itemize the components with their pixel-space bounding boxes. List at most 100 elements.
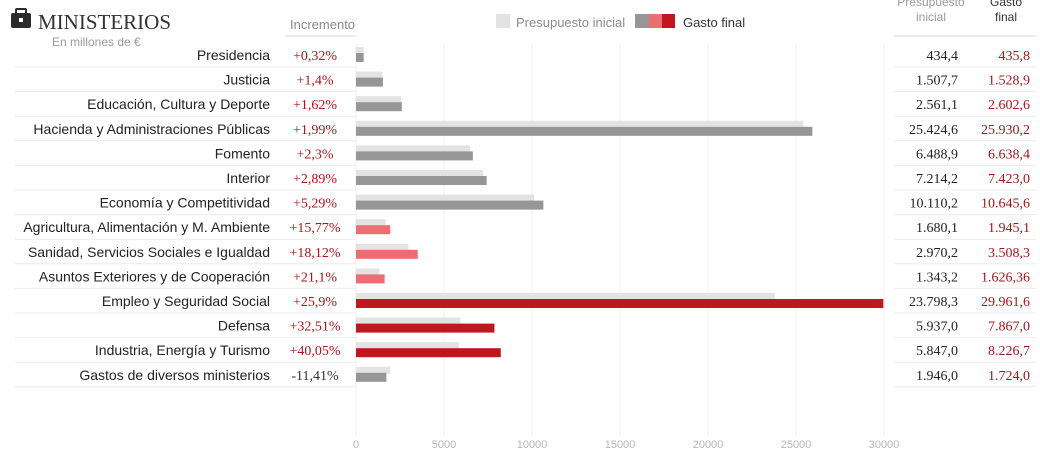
legend-swatch-initial [496, 14, 510, 28]
category-label: Empleo y Seguridad Social [102, 293, 270, 309]
bar-final [356, 151, 473, 161]
value-initial: 434,4 [927, 49, 959, 64]
increment-label: +18,12% [289, 246, 340, 261]
grid [355, 44, 885, 436]
increment-label: +21,1% [293, 270, 337, 285]
bar-final [356, 176, 487, 185]
increment-label: +2,3% [296, 147, 333, 162]
value-final: 2.602,6 [988, 98, 1030, 113]
value-initial: 23.798,3 [909, 295, 958, 310]
value-initial: 7.214,2 [916, 172, 958, 187]
value-initial: 25.424,6 [909, 123, 958, 138]
x-tick-label: 0 [353, 439, 359, 451]
category-label: Agricultura, Alimentación y M. Ambiente [23, 219, 270, 235]
bar-initial [356, 120, 804, 128]
col-initial-header-line1: Presupuesto [897, 0, 965, 9]
bar-final [356, 102, 402, 112]
x-tick-label: 30000 [869, 439, 900, 451]
value-final: 10.645,6 [981, 197, 1030, 212]
value-final: 7.867,0 [988, 320, 1030, 335]
category-label: Gastos de diversos ministerios [79, 367, 270, 383]
bar-initial [356, 243, 409, 251]
legend-label-initial: Presupuesto inicial [516, 15, 625, 30]
category-label: Presidencia [197, 47, 270, 63]
category-label: Fomento [215, 145, 270, 161]
bar-final [356, 225, 391, 235]
increment-label: +1,62% [293, 98, 337, 113]
value-final: 29.961,6 [981, 295, 1030, 310]
increment-label: +32,51% [289, 320, 340, 335]
increment-label: +0,32% [293, 49, 337, 64]
value-initial: 1.946,0 [916, 369, 958, 384]
value-initial: 5.937,0 [916, 320, 958, 335]
header: MINISTERIOS En millones de € Incremento … [11, 0, 1036, 49]
x-tick-label: 25000 [781, 439, 812, 451]
bar-initial [356, 47, 364, 54]
category-label: Sanidad, Servicios Sociales e Igualdad [28, 244, 270, 260]
chart-title: MINISTERIOS [38, 10, 171, 34]
briefcase-icon [11, 8, 31, 28]
bar-initial [356, 170, 483, 177]
category-label: Interior [226, 170, 270, 186]
bar-final [356, 274, 385, 284]
bar-final [356, 200, 544, 210]
increment-label: +2,89% [293, 172, 337, 187]
bar-initial [356, 317, 461, 325]
x-tick-label: 20000 [693, 439, 724, 451]
value-initial: 1.680,1 [916, 221, 958, 236]
value-final: 435,8 [999, 49, 1031, 64]
bar-final [356, 249, 418, 259]
col-final-header-line2: final [995, 10, 1017, 24]
value-initial: 6.488,9 [916, 147, 958, 162]
value-final: 6.638,4 [988, 147, 1030, 162]
value-initial: 5.847,0 [916, 344, 958, 359]
bar-final [356, 126, 813, 136]
legend-swatch-final-low [635, 14, 649, 28]
bar-initial [356, 366, 391, 374]
bar-final [356, 77, 383, 87]
value-final: 1.724,0 [988, 369, 1030, 384]
col-initial-header-line2: inicial [916, 10, 946, 24]
x-axis-ticks: 0 5000 10000 15000 20000 25000 30000 [353, 439, 899, 451]
increment-label: +5,29% [293, 197, 337, 212]
bar-initial [356, 71, 383, 79]
value-final: 1.945,1 [988, 221, 1030, 236]
increment-label: -11,41% [291, 369, 339, 384]
increment-label: +40,05% [289, 344, 340, 359]
value-final: 25.930,2 [981, 123, 1030, 138]
value-initial: 10.110,2 [910, 197, 958, 212]
increment-label: +1,4% [296, 74, 333, 89]
bar-final [356, 53, 364, 62]
rows: Presidencia +0,32% 434,4 435,8 Justicia +1,4%… [15, 47, 1036, 388]
chart-subtitle: En millones de € [52, 35, 141, 49]
bar-initial [356, 268, 380, 276]
bar-initial [356, 96, 402, 104]
bar-final [356, 299, 884, 308]
bar-initial [356, 219, 386, 227]
increment-header: Incremento [290, 17, 355, 32]
legend-swatch-final-high [662, 14, 675, 28]
value-initial: 2.561,1 [916, 98, 958, 113]
category-label: Hacienda y Administraciones Públicas [33, 121, 270, 137]
x-tick-label: 15000 [605, 439, 636, 451]
increment-label: +15,77% [289, 221, 340, 236]
category-label: Economía y Competitividad [100, 195, 270, 211]
increment-label: +25,9% [293, 295, 337, 310]
bar-final [356, 348, 501, 358]
value-initial: 1.507,7 [916, 74, 958, 89]
category-label: Industria, Energía y Turismo [95, 342, 270, 358]
value-final: 7.423,0 [988, 172, 1030, 187]
bar-initial [356, 342, 459, 350]
bar-final [356, 323, 495, 333]
category-label: Asuntos Exteriores y de Cooperación [39, 268, 270, 284]
bar-initial [356, 194, 534, 202]
bar-final [356, 372, 387, 382]
col-final-header-line1: Gasto [990, 0, 1022, 9]
x-tick-label: 5000 [432, 439, 456, 451]
value-initial: 2.970,2 [916, 246, 958, 261]
value-final: 1.626,36 [981, 270, 1030, 285]
increment-label: +1,99% [293, 123, 337, 138]
bar-initial [356, 293, 775, 300]
bar-initial [356, 145, 471, 153]
legend: Presupuesto inicial Gasto final [496, 14, 745, 30]
